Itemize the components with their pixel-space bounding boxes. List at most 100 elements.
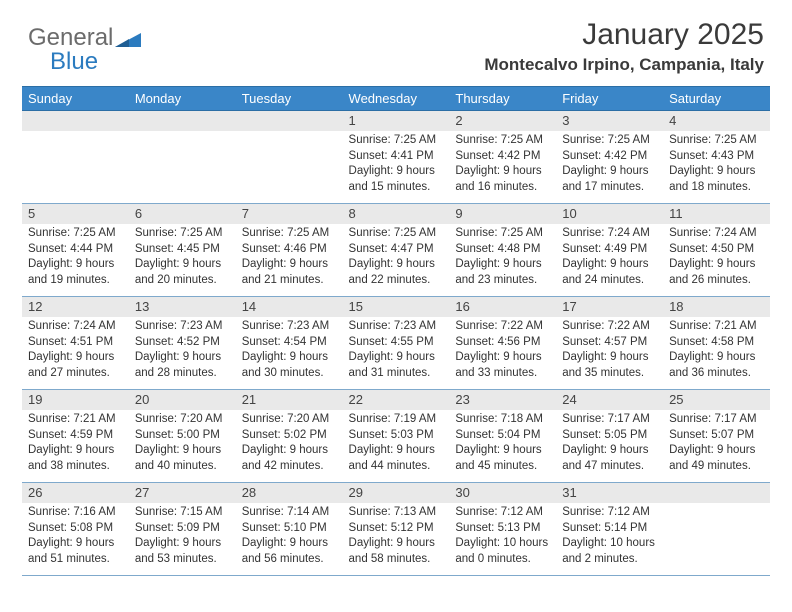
daylight-text-1: Daylight: 10 hours	[455, 536, 550, 552]
day-number: 22	[343, 390, 450, 410]
daylight-text-1: Daylight: 9 hours	[349, 443, 444, 459]
calendar-day-cell: 29Sunrise: 7:13 AMSunset: 5:12 PMDayligh…	[343, 483, 450, 576]
sunset-text: Sunset: 5:04 PM	[455, 428, 550, 444]
daylight-text-2: and 21 minutes.	[242, 273, 337, 289]
day-number: 7	[236, 204, 343, 224]
day-number: 4	[663, 111, 770, 131]
title-block: January 2025 Montecalvo Irpino, Campania…	[484, 18, 764, 75]
daylight-text-2: and 26 minutes.	[669, 273, 764, 289]
daylight-text-2: and 35 minutes.	[562, 366, 657, 382]
calendar-table: Sunday Monday Tuesday Wednesday Thursday…	[22, 86, 770, 576]
logo-word2: Blue	[50, 48, 141, 76]
sunrise-text: Sunrise: 7:23 AM	[135, 319, 230, 335]
daylight-text-2: and 30 minutes.	[242, 366, 337, 382]
day-header-row: Sunday Monday Tuesday Wednesday Thursday…	[22, 87, 770, 111]
calendar-day-cell: 20Sunrise: 7:20 AMSunset: 5:00 PMDayligh…	[129, 390, 236, 483]
daylight-text-2: and 19 minutes.	[28, 273, 123, 289]
sunrise-text: Sunrise: 7:25 AM	[28, 226, 123, 242]
calendar-day-cell: 8Sunrise: 7:25 AMSunset: 4:47 PMDaylight…	[343, 204, 450, 297]
daylight-text-1: Daylight: 9 hours	[349, 536, 444, 552]
day-body: Sunrise: 7:22 AMSunset: 4:56 PMDaylight:…	[449, 317, 556, 389]
sunrise-text: Sunrise: 7:14 AM	[242, 505, 337, 521]
day-header: Friday	[556, 87, 663, 111]
daylight-text-1: Daylight: 9 hours	[135, 536, 230, 552]
day-number-empty	[22, 111, 129, 131]
day-body: Sunrise: 7:25 AMSunset: 4:46 PMDaylight:…	[236, 224, 343, 296]
daylight-text-1: Daylight: 9 hours	[669, 350, 764, 366]
header: General Blue January 2025 Montecalvo Irp…	[22, 18, 770, 86]
day-number: 19	[22, 390, 129, 410]
daylight-text-1: Daylight: 9 hours	[28, 350, 123, 366]
daylight-text-1: Daylight: 9 hours	[135, 443, 230, 459]
sunrise-text: Sunrise: 7:25 AM	[242, 226, 337, 242]
day-body: Sunrise: 7:25 AMSunset: 4:42 PMDaylight:…	[556, 131, 663, 203]
day-number: 6	[129, 204, 236, 224]
calendar-day-cell: 1Sunrise: 7:25 AMSunset: 4:41 PMDaylight…	[343, 111, 450, 204]
sunrise-text: Sunrise: 7:25 AM	[669, 133, 764, 149]
daylight-text-1: Daylight: 9 hours	[669, 257, 764, 273]
daylight-text-2: and 22 minutes.	[349, 273, 444, 289]
day-number: 10	[556, 204, 663, 224]
calendar-day-cell: 31Sunrise: 7:12 AMSunset: 5:14 PMDayligh…	[556, 483, 663, 576]
calendar-day-cell: 5Sunrise: 7:25 AMSunset: 4:44 PMDaylight…	[22, 204, 129, 297]
sunrise-text: Sunrise: 7:17 AM	[669, 412, 764, 428]
day-number: 5	[22, 204, 129, 224]
daylight-text-1: Daylight: 9 hours	[135, 257, 230, 273]
day-number: 26	[22, 483, 129, 503]
calendar-day-cell: 19Sunrise: 7:21 AMSunset: 4:59 PMDayligh…	[22, 390, 129, 483]
calendar-day-cell	[236, 111, 343, 204]
day-body: Sunrise: 7:25 AMSunset: 4:42 PMDaylight:…	[449, 131, 556, 203]
day-header: Wednesday	[343, 87, 450, 111]
day-number: 11	[663, 204, 770, 224]
day-body: Sunrise: 7:21 AMSunset: 4:58 PMDaylight:…	[663, 317, 770, 389]
calendar-body: 1Sunrise: 7:25 AMSunset: 4:41 PMDaylight…	[22, 111, 770, 576]
daylight-text-1: Daylight: 9 hours	[562, 443, 657, 459]
daylight-text-2: and 56 minutes.	[242, 552, 337, 568]
day-body: Sunrise: 7:20 AMSunset: 5:00 PMDaylight:…	[129, 410, 236, 482]
sunrise-text: Sunrise: 7:25 AM	[562, 133, 657, 149]
sunrise-text: Sunrise: 7:20 AM	[135, 412, 230, 428]
day-body: Sunrise: 7:24 AMSunset: 4:50 PMDaylight:…	[663, 224, 770, 296]
calendar-day-cell: 2Sunrise: 7:25 AMSunset: 4:42 PMDaylight…	[449, 111, 556, 204]
calendar-day-cell	[663, 483, 770, 576]
daylight-text-1: Daylight: 9 hours	[562, 350, 657, 366]
day-body: Sunrise: 7:25 AMSunset: 4:48 PMDaylight:…	[449, 224, 556, 296]
calendar-week-row: 12Sunrise: 7:24 AMSunset: 4:51 PMDayligh…	[22, 297, 770, 390]
sunset-text: Sunset: 5:08 PM	[28, 521, 123, 537]
calendar-day-cell: 11Sunrise: 7:24 AMSunset: 4:50 PMDayligh…	[663, 204, 770, 297]
calendar-day-cell: 28Sunrise: 7:14 AMSunset: 5:10 PMDayligh…	[236, 483, 343, 576]
day-body: Sunrise: 7:12 AMSunset: 5:13 PMDaylight:…	[449, 503, 556, 575]
logo: General Blue	[28, 24, 141, 76]
sunset-text: Sunset: 4:42 PM	[455, 149, 550, 165]
day-body-empty	[663, 503, 770, 569]
sunrise-text: Sunrise: 7:25 AM	[455, 226, 550, 242]
sunset-text: Sunset: 4:49 PM	[562, 242, 657, 258]
sunrise-text: Sunrise: 7:22 AM	[455, 319, 550, 335]
daylight-text-2: and 23 minutes.	[455, 273, 550, 289]
calendar-day-cell: 10Sunrise: 7:24 AMSunset: 4:49 PMDayligh…	[556, 204, 663, 297]
day-body: Sunrise: 7:18 AMSunset: 5:04 PMDaylight:…	[449, 410, 556, 482]
sunrise-text: Sunrise: 7:22 AM	[562, 319, 657, 335]
sunset-text: Sunset: 5:07 PM	[669, 428, 764, 444]
day-body: Sunrise: 7:17 AMSunset: 5:07 PMDaylight:…	[663, 410, 770, 482]
logo-triangle-icon	[115, 33, 141, 52]
daylight-text-1: Daylight: 9 hours	[242, 257, 337, 273]
day-number: 13	[129, 297, 236, 317]
daylight-text-2: and 0 minutes.	[455, 552, 550, 568]
calendar-day-cell: 9Sunrise: 7:25 AMSunset: 4:48 PMDaylight…	[449, 204, 556, 297]
calendar-day-cell: 24Sunrise: 7:17 AMSunset: 5:05 PMDayligh…	[556, 390, 663, 483]
sunset-text: Sunset: 5:14 PM	[562, 521, 657, 537]
sunset-text: Sunset: 4:43 PM	[669, 149, 764, 165]
day-number: 16	[449, 297, 556, 317]
daylight-text-2: and 24 minutes.	[562, 273, 657, 289]
day-number-empty	[236, 111, 343, 131]
page-subtitle: Montecalvo Irpino, Campania, Italy	[484, 55, 764, 75]
day-header: Saturday	[663, 87, 770, 111]
day-number: 31	[556, 483, 663, 503]
calendar-day-cell: 14Sunrise: 7:23 AMSunset: 4:54 PMDayligh…	[236, 297, 343, 390]
day-body: Sunrise: 7:20 AMSunset: 5:02 PMDaylight:…	[236, 410, 343, 482]
day-body: Sunrise: 7:25 AMSunset: 4:43 PMDaylight:…	[663, 131, 770, 203]
calendar-day-cell: 25Sunrise: 7:17 AMSunset: 5:07 PMDayligh…	[663, 390, 770, 483]
sunrise-text: Sunrise: 7:24 AM	[669, 226, 764, 242]
daylight-text-1: Daylight: 9 hours	[562, 257, 657, 273]
